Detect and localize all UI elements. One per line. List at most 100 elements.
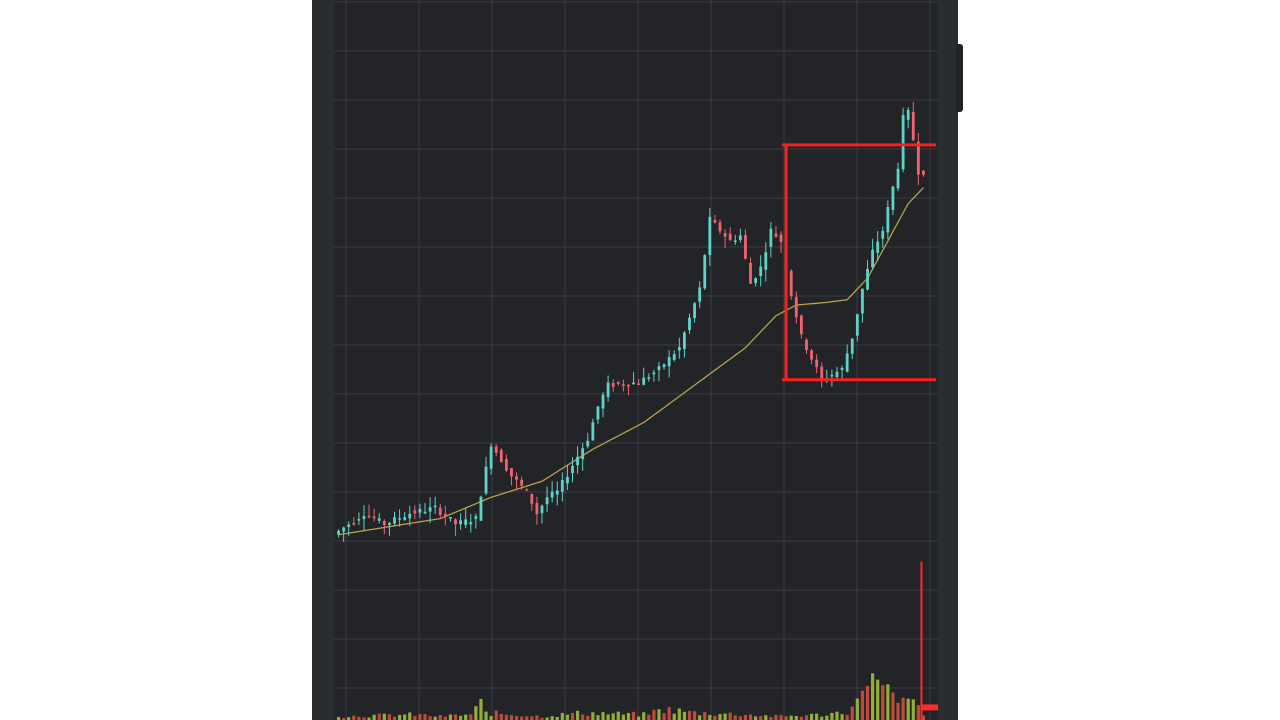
volume-bar (453, 714, 458, 720)
volume-bar (906, 698, 910, 720)
volume-bar (774, 714, 778, 720)
volume-bar (591, 712, 595, 720)
volume-bar (911, 699, 915, 720)
candle-up (479, 496, 483, 521)
candle-down (744, 235, 747, 259)
candle-up (703, 255, 707, 289)
volume-bar (723, 713, 727, 720)
candle-up (754, 278, 758, 283)
volume-bar (667, 707, 671, 720)
volume-bar (479, 698, 483, 720)
candle-up (871, 249, 874, 268)
candle-up (566, 476, 569, 484)
candle-down (805, 339, 808, 351)
candle-down (535, 503, 539, 515)
volume-bar (474, 706, 478, 720)
volume-bar (855, 698, 859, 720)
volume-bar (377, 713, 381, 720)
volume-bar (809, 713, 814, 720)
volume-bar (692, 711, 697, 720)
candle-up (581, 448, 585, 460)
candle-up (855, 314, 859, 336)
volume-bar (459, 715, 463, 720)
candle-up (891, 186, 895, 210)
candle-up (672, 354, 676, 360)
candle-up (418, 508, 422, 513)
candle-down (504, 459, 508, 471)
volume-bar (387, 714, 392, 720)
volume-bar (418, 714, 422, 720)
candle-up (464, 519, 468, 526)
volume-marker (921, 704, 938, 711)
candle-down (794, 297, 798, 318)
candle-up (474, 516, 478, 519)
candle-up (698, 287, 702, 302)
candle-down (820, 366, 824, 379)
volume-bar (672, 713, 676, 720)
volume-bar (921, 715, 926, 720)
candle-up (769, 228, 773, 247)
volume-bar (530, 716, 534, 720)
candle-up (738, 235, 742, 240)
volume-bar (357, 716, 361, 720)
candle-up (362, 516, 366, 519)
candle-down (443, 513, 447, 517)
volume-bar (886, 684, 890, 720)
candle-down (810, 350, 813, 360)
candle-down (520, 479, 524, 486)
moving-average-line (338, 187, 924, 536)
candle-down (749, 262, 752, 284)
candle-up (647, 377, 651, 379)
volume-bar (469, 714, 473, 720)
volume-bar (870, 673, 875, 720)
volume-bar (545, 717, 549, 720)
volume-bar (352, 715, 356, 720)
volume-bar (804, 715, 809, 720)
candle-down (799, 315, 803, 335)
candle-up (632, 382, 635, 385)
volume-bar (408, 712, 412, 720)
volume-bar (769, 717, 773, 720)
candle-down (372, 516, 376, 519)
candlestick-chart[interactable] (334, 0, 938, 720)
volume-bar (677, 708, 681, 720)
volume-bar (575, 710, 580, 720)
volume-bar (372, 714, 376, 720)
volume-bar (865, 685, 870, 720)
candle-down (611, 383, 615, 387)
volume-bar (586, 715, 590, 720)
candle-up (850, 338, 854, 354)
candle-up (550, 491, 554, 498)
candle-up (393, 517, 396, 524)
volume-bar (560, 712, 564, 720)
volume-bar (428, 716, 432, 720)
volume-bar (555, 716, 559, 720)
volume-bar (336, 717, 341, 720)
volume-bar (443, 716, 447, 720)
candle-up (423, 511, 427, 514)
volume-bar (748, 714, 753, 720)
volume-bars-layer (336, 561, 938, 720)
candle-up (652, 372, 656, 375)
candle-up (428, 507, 432, 512)
volume-bar (433, 716, 437, 720)
volume-bar (570, 712, 575, 720)
candle-up (484, 466, 488, 494)
volume-bar (438, 714, 442, 720)
candle-up (677, 346, 681, 351)
volume-bar (835, 711, 839, 720)
candle-up (576, 456, 579, 466)
volume-bar (637, 716, 641, 720)
volume-bar (382, 713, 386, 720)
volume-bar (713, 715, 717, 720)
candle-up (459, 520, 463, 525)
volume-bar (682, 711, 687, 720)
volume-bar (423, 714, 427, 720)
candle-up (683, 332, 686, 350)
candle-up (586, 440, 590, 447)
volume-bar (596, 715, 600, 720)
volume-bar (484, 711, 488, 720)
volume-bar (504, 714, 508, 720)
volume-bar (916, 705, 920, 720)
volume-bar (799, 716, 803, 720)
